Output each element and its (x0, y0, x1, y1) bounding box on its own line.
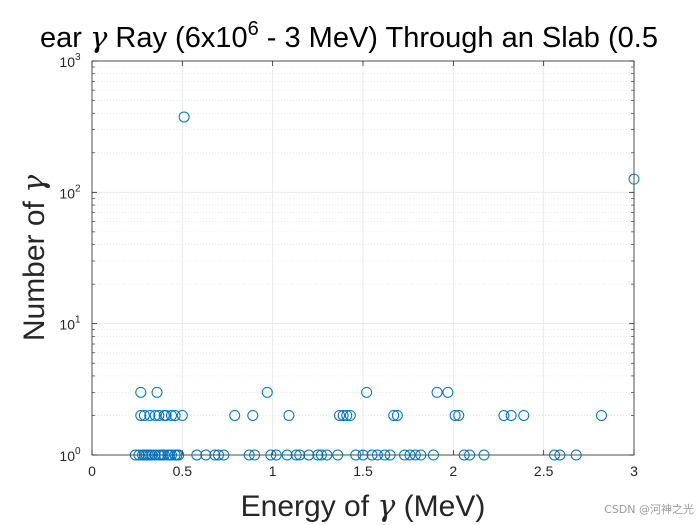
data-point (303, 449, 315, 461)
data-point (212, 449, 224, 461)
ticks (91, 60, 635, 456)
data-point (290, 449, 302, 461)
data-point (160, 409, 172, 421)
data-point (270, 449, 282, 461)
data-point (265, 449, 277, 461)
x-tick-label: 2.5 (534, 463, 554, 479)
x-tick-label: 1 (269, 463, 277, 479)
data-point (427, 449, 439, 461)
data-point (144, 409, 156, 421)
data-point (135, 386, 147, 398)
data-point (341, 409, 353, 421)
data-point (173, 449, 185, 461)
data-point (165, 409, 177, 421)
data-point (357, 449, 369, 461)
data-point (498, 409, 510, 421)
data-point (334, 409, 346, 421)
data-point (379, 449, 391, 461)
data-point (409, 449, 421, 461)
data-point (453, 409, 465, 421)
x-tick-label: 3 (630, 463, 638, 479)
data-point (366, 449, 378, 461)
data-point (332, 449, 344, 461)
data-point (146, 449, 158, 461)
data-point (229, 409, 241, 421)
data-point (247, 409, 259, 421)
data-point (294, 449, 306, 461)
x-tick-label: 0.5 (173, 463, 193, 479)
y-tick-labels: 100 101 102 103 (59, 52, 81, 464)
data-point (337, 409, 349, 421)
y-tick-label: 101 (59, 315, 81, 333)
y-axis-label: Number of γ (17, 175, 52, 341)
data-point (200, 449, 212, 461)
data-point (243, 449, 255, 461)
data-point (549, 449, 561, 461)
data-point (149, 449, 161, 461)
data-point (399, 449, 411, 461)
data-point (312, 449, 324, 461)
data-point (518, 409, 530, 421)
chart-title: ear γ Ray (6x106 - 3 MeV) Through an Sla… (40, 18, 658, 54)
data-point (165, 449, 177, 461)
data-point (449, 409, 461, 421)
data-point (138, 409, 150, 421)
x-tick-label: 0 (88, 463, 96, 479)
data-markers (129, 111, 640, 461)
data-point (458, 449, 470, 461)
data-point (133, 449, 145, 461)
data-point (281, 449, 293, 461)
data-point (344, 409, 356, 421)
data-point (361, 386, 373, 398)
data-point (218, 449, 230, 461)
data-point (261, 386, 273, 398)
x-tick-label: 1.5 (353, 463, 373, 479)
data-point (249, 449, 261, 461)
data-point (554, 449, 566, 461)
data-point (404, 449, 416, 461)
data-point (169, 409, 181, 421)
data-point (350, 449, 362, 461)
data-point (431, 386, 443, 398)
data-point (178, 111, 190, 123)
data-point (191, 449, 203, 461)
data-point (442, 386, 454, 398)
data-point (628, 173, 640, 185)
data-point (321, 449, 333, 461)
data-point (371, 449, 383, 461)
data-point (209, 449, 221, 461)
data-point (158, 449, 170, 461)
data-point (415, 449, 427, 461)
watermark: CSDN @河神之光 (604, 503, 694, 516)
x-axis-label: Energy of γ (MeV) (241, 489, 486, 524)
data-point (391, 409, 403, 421)
y-tick-label: 102 (59, 183, 81, 201)
data-point (595, 409, 607, 421)
x-tick-label: 2 (449, 463, 457, 479)
data-point (315, 449, 327, 461)
data-point (464, 449, 476, 461)
data-point (129, 449, 141, 461)
data-point (570, 449, 582, 461)
y-tick-label: 103 (59, 52, 81, 70)
data-point (153, 409, 165, 421)
y-tick-label: 100 (59, 446, 81, 464)
x-tick-labels: 0 0.5 1 1.5 2 2.5 3 (88, 463, 638, 479)
data-point (151, 386, 163, 398)
data-point (384, 449, 396, 461)
data-point (135, 409, 147, 421)
data-point (149, 409, 161, 421)
data-point (176, 409, 188, 421)
data-point (283, 409, 295, 421)
data-point (478, 449, 490, 461)
data-point (388, 409, 400, 421)
data-point (505, 409, 517, 421)
